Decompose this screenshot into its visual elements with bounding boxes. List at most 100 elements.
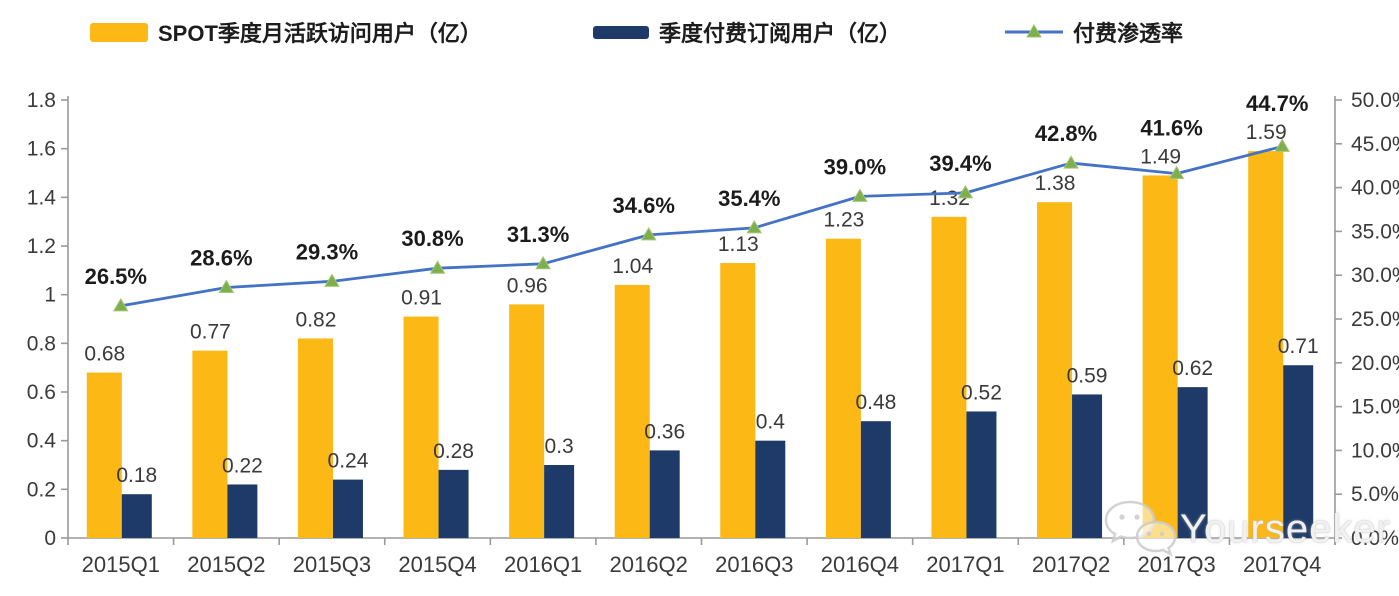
penetration-marker (746, 219, 763, 234)
x-axis-category-label: 2016Q3 (715, 552, 793, 577)
right-axis-tick-label: 25.0% (1351, 308, 1399, 331)
bar-label-mau: 0.96 (507, 274, 548, 297)
left-axis-tick-label: 1.6 (27, 138, 56, 161)
right-axis-tick-label: 0.0% (1351, 527, 1399, 550)
bar-mau (931, 216, 967, 539)
right-axis-tick-label: 40.0% (1351, 177, 1399, 200)
penetration-label: 26.5% (85, 264, 147, 289)
penetration-label: 39.0% (824, 154, 886, 179)
x-axis-category-label: 2015Q2 (187, 552, 265, 577)
bar-mau (1142, 175, 1178, 538)
x-axis-category-label: 2016Q2 (610, 552, 688, 577)
penetration-marker (429, 260, 446, 274)
bar-label-subs: 0.18 (116, 464, 157, 487)
bar-mau (509, 304, 545, 538)
bar-label-subs: 0.59 (1067, 364, 1108, 387)
legend-label-subs: 季度付费订阅用户（亿） (659, 21, 902, 46)
penetration-label: 42.8% (1035, 121, 1097, 146)
penetration-marker (324, 273, 340, 287)
penetration-marker (640, 226, 657, 241)
bar-label-subs: 0.71 (1278, 335, 1319, 358)
bar-mau (614, 284, 650, 538)
bar-subs (649, 450, 680, 538)
bar-label-subs: 0.62 (1172, 357, 1213, 380)
bar-mau (297, 338, 333, 538)
legend-label-penetration: 付费渗透率 (1073, 21, 1184, 46)
right-axis-tick-label: 50.0% (1351, 89, 1399, 112)
left-axis-tick-label: 1.8 (27, 89, 56, 112)
legend-item-subs: 季度付费订阅用户（亿） (593, 14, 901, 50)
right-axis-tick-label: 45.0% (1351, 133, 1399, 156)
penetration-label: 28.6% (190, 245, 252, 270)
bar-label-mau: 1.59 (1246, 121, 1287, 144)
bar-subs (121, 494, 152, 538)
penetration-line (120, 145, 1283, 308)
bar-subs (227, 484, 258, 538)
bar-subs (1283, 365, 1314, 538)
x-axis-category-label: 2016Q4 (821, 552, 899, 577)
mau-bar-swatch-icon (90, 22, 148, 42)
right-axis-tick-label: 15.0% (1351, 396, 1399, 419)
bar-label-mau: 0.82 (296, 308, 337, 331)
subs-bar-swatch-icon (593, 25, 649, 39)
bar-subs (1177, 387, 1208, 538)
x-axis-category-label: 2017Q4 (1243, 552, 1321, 577)
bar-label-mau: 0.91 (401, 287, 442, 310)
penetration-marker (218, 279, 235, 293)
penetration-marker (957, 184, 974, 199)
right-axis-tick-label: 10.0% (1351, 439, 1399, 462)
penetration-marker (535, 255, 551, 270)
legend-label-mau: SPOT季度月活跃访问用户（亿） (158, 21, 482, 46)
bar-label-subs: 0.22 (222, 454, 263, 477)
penetration-label: 30.8% (401, 226, 463, 251)
bar-label-subs: 0.48 (855, 391, 896, 414)
bar-label-mau: 1.23 (823, 209, 864, 232)
bar-mau (403, 316, 439, 538)
bar-label-mau: 1.04 (612, 255, 653, 278)
penetration-label: 29.3% (296, 239, 358, 264)
right-axis-tick-label: 35.0% (1351, 220, 1399, 243)
bar-mau (86, 372, 122, 538)
x-axis-category-label: 2015Q3 (293, 552, 371, 577)
penetration-label: 34.6% (613, 193, 675, 218)
penetration-label: 35.4% (718, 186, 780, 211)
x-axis-category-label: 2015Q1 (82, 552, 160, 577)
bar-label-subs: 0.3 (545, 435, 574, 458)
penetration-label: 31.3% (507, 222, 569, 247)
bar-label-mau: 1.49 (1140, 145, 1181, 168)
bar-subs (332, 479, 363, 538)
x-axis-category-label: 2016Q1 (504, 552, 582, 577)
bar-mau (192, 350, 228, 538)
penetration-line-icon (1005, 24, 1063, 38)
bar-subs (755, 440, 786, 538)
penetration-marker (852, 188, 868, 202)
bar-label-mau: 0.77 (190, 321, 231, 344)
bar-label-mau: 1.38 (1035, 172, 1076, 195)
penetration-label: 44.7% (1246, 91, 1308, 116)
bar-mau (1037, 202, 1073, 538)
bar-label-subs: 0.24 (328, 450, 369, 473)
right-axis-tick-label: 30.0% (1351, 264, 1399, 287)
penetration-marker (1168, 165, 1185, 180)
left-axis-tick-label: 0.8 (27, 332, 56, 355)
left-axis-tick-label: 1.4 (27, 186, 57, 209)
bar-mau (720, 263, 756, 538)
left-axis-tick-label: 1.2 (27, 235, 56, 258)
bar-label-mau: 1.13 (718, 233, 759, 256)
left-axis-tick-label: 0 (44, 527, 56, 550)
right-axis-tick-label: 5.0% (1351, 483, 1399, 506)
bar-subs (966, 411, 997, 538)
x-axis-category-label: 2017Q2 (1032, 552, 1110, 577)
left-axis-tick-label: 0.6 (27, 381, 56, 404)
penetration-marker (1274, 138, 1291, 152)
bar-mau (825, 238, 861, 538)
penetration-label: 41.6% (1140, 115, 1202, 140)
right-axis-tick-label: 20.0% (1351, 352, 1399, 375)
left-axis-tick-label: 0.2 (27, 478, 56, 501)
bar-subs (544, 465, 575, 538)
bar-label-subs: 0.4 (756, 411, 786, 434)
legend-item-penetration: 付费渗透率 (1005, 14, 1183, 50)
legend-item-mau: SPOT季度月活跃访问用户（亿） (90, 14, 482, 50)
